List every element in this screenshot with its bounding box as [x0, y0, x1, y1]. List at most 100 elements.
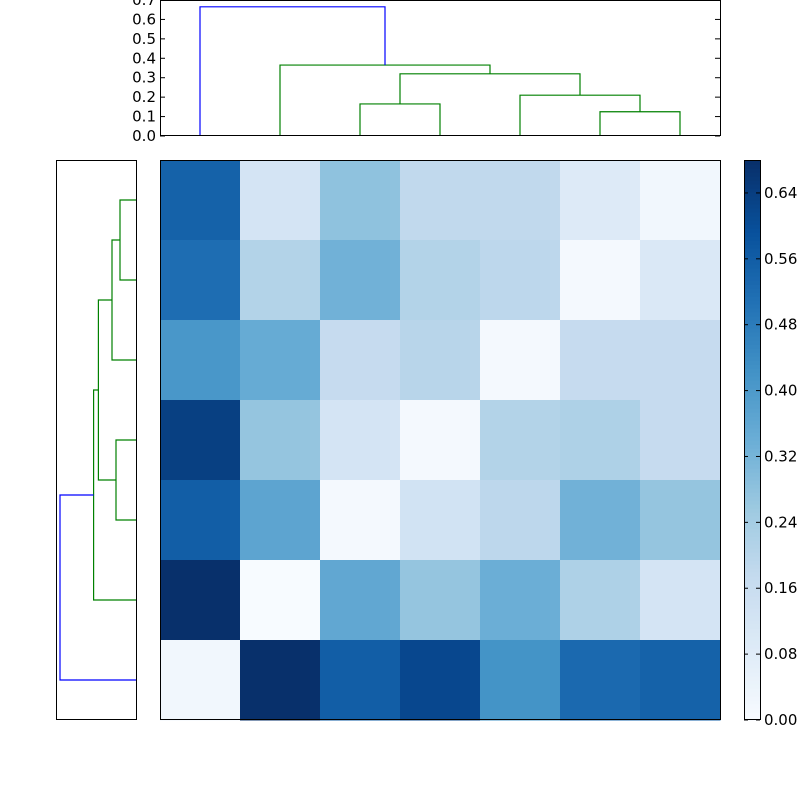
colorbar-tick-label: 0.48 [764, 316, 797, 334]
colorbar-segment [744, 292, 760, 297]
colorbar-segment [744, 216, 760, 221]
colorbar-segment [744, 304, 760, 309]
colorbar-segment [744, 548, 760, 553]
colorbar-segment [744, 604, 760, 609]
colorbar-segment [744, 168, 760, 173]
colorbar-segment [744, 476, 760, 481]
heatmap-cell-r2-c5 [560, 320, 641, 401]
colorbar-segment [744, 588, 760, 593]
colorbar-segment [744, 276, 760, 281]
colorbar-segment [744, 296, 760, 301]
top-dendrogram-link [599, 111, 681, 136]
heatmap-cell-r0-c6 [640, 160, 721, 241]
left-dendrogram-link [115, 439, 136, 521]
colorbar-segment [744, 256, 760, 261]
heatmap-cell-r4-c0 [160, 480, 241, 561]
heatmap-cell-r5-c4 [480, 560, 561, 641]
colorbar-segment [744, 648, 760, 653]
colorbar-segment [744, 444, 760, 449]
colorbar-segment [744, 592, 760, 597]
heatmap-cell-r4-c6 [640, 480, 721, 561]
colorbar-segment [744, 484, 760, 489]
heatmap-cell-r4-c5 [560, 480, 641, 561]
colorbar-segment [744, 208, 760, 213]
colorbar-segment [744, 700, 760, 705]
left-dendrogram-link [92, 389, 136, 601]
colorbar-segment [744, 380, 760, 385]
colorbar-segment [744, 576, 760, 581]
colorbar-segment [744, 612, 760, 617]
colorbar-segment [744, 660, 760, 665]
colorbar-segment [744, 212, 760, 217]
top-dendrogram-tick-label: 0.0 [132, 127, 156, 145]
colorbar-segment [744, 384, 760, 389]
top-dendrogram-y-axis: 0.00.1 0.20.3 0.40.5 0.60.7 [132, 0, 720, 145]
colorbar-segment [744, 436, 760, 441]
colorbar-segment [744, 252, 760, 257]
colorbar-segment [744, 708, 760, 713]
colorbar-segment [744, 188, 760, 193]
colorbar-segment [744, 680, 760, 685]
heatmap-cell-r1-c2 [320, 240, 401, 321]
left-dendrogram-link [111, 239, 136, 361]
colorbar-tick-label: 0.00 [764, 711, 797, 729]
colorbar-segment [744, 676, 760, 681]
colorbar-segment [744, 684, 760, 689]
colorbar-segment [744, 412, 760, 417]
heatmap-cell-r0-c0 [160, 160, 241, 241]
top-dendrogram-link [199, 6, 386, 136]
colorbar-axis: 0.00 0.08 0.16 0.24 0.32 0.40 0.48 0.56 0.64 [744, 184, 797, 729]
colorbar-segment [744, 220, 760, 225]
heatmap-cell-r2-c3 [400, 320, 481, 401]
heatmap-cell-r5-c3 [400, 560, 481, 641]
colorbar-segment [744, 696, 760, 701]
colorbar-segment [744, 500, 760, 505]
heatmap-cell-r2-c1 [240, 320, 321, 401]
heatmap-cell-r1-c4 [480, 240, 561, 321]
heatmap-cell-r4-c4 [480, 480, 561, 561]
colorbar-segment [744, 516, 760, 521]
colorbar-segment [744, 248, 760, 253]
colorbar-tick-label: 0.40 [764, 382, 797, 400]
colorbar-segment [744, 272, 760, 277]
colorbar-segment [744, 640, 760, 645]
colorbar-segment [744, 624, 760, 629]
heatmap-cell-r6-c4 [480, 640, 561, 721]
heatmap-cell-r4-c3 [400, 480, 481, 561]
colorbar-segment [744, 652, 760, 657]
heatmap-cell-r6-c3 [400, 640, 481, 721]
top-dendrogram-frame [160, 0, 721, 136]
colorbar-segment [744, 632, 760, 637]
colorbar-segment [744, 452, 760, 457]
heatmap-cell-r4-c1 [240, 480, 321, 561]
heatmap-cell-r0-c3 [400, 160, 481, 241]
colorbar-segment [744, 316, 760, 321]
colorbar-segment [744, 508, 760, 513]
heatmap-cell-r6-c0 [160, 640, 241, 721]
colorbar-segment [744, 184, 760, 189]
heatmap-cell-r0-c5 [560, 160, 641, 241]
colorbar-segment [744, 288, 760, 293]
colorbar-segment [744, 464, 760, 469]
colorbar-segment [744, 524, 760, 529]
heatmap-cell-r6-c5 [560, 640, 641, 721]
heatmap-cell-r3-c5 [560, 400, 641, 481]
heatmap-cell-r1-c1 [240, 240, 321, 321]
colorbar-segment [744, 536, 760, 541]
colorbar-segment [744, 364, 760, 369]
colorbar-segment [744, 496, 760, 501]
colorbar-segment [744, 236, 760, 241]
colorbar-segment [744, 404, 760, 409]
colorbar-segment [744, 540, 760, 545]
colorbar-segment [744, 608, 760, 613]
colorbar-segment [744, 320, 760, 325]
colorbar-segment [744, 448, 760, 453]
colorbar-segment [744, 400, 760, 405]
colorbar-segment [744, 180, 760, 185]
left-dendrogram-frame [56, 160, 137, 720]
top-dendrogram-link [359, 103, 441, 136]
top-dendrogram-tick-label: 0.4 [132, 49, 156, 67]
colorbar-segment [744, 416, 760, 421]
colorbar-segment [744, 532, 760, 537]
heatmap-cell-r2-c6 [640, 320, 721, 401]
